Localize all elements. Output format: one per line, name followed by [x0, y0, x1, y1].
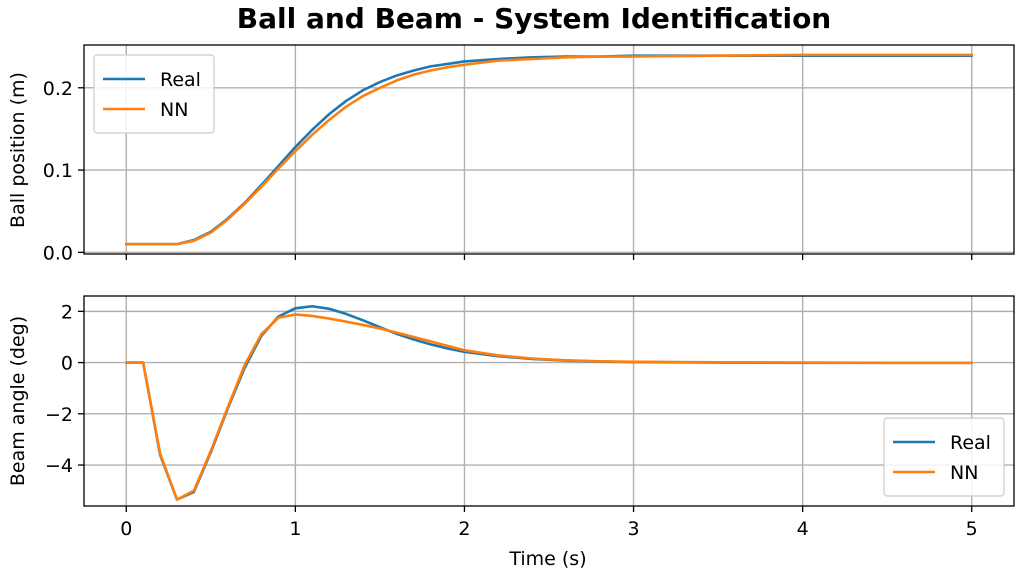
subplot-ball-position: 0.0 0.1 0.2 Ball position (m) Real NN	[7, 44, 1015, 264]
y-tick-label: −4	[45, 455, 73, 477]
subplot-beam-angle: 0 1 2 3 4 5 2 0 −2 −4 Beam angle (deg) Real NN	[7, 295, 1015, 540]
y-tick-label: 0.0	[43, 242, 73, 264]
x-axis-label: Time (s)	[508, 548, 586, 570]
legend-label-real: Real	[160, 69, 201, 91]
legend-label-nn: NN	[160, 99, 188, 121]
legend: Real NN	[883, 417, 1005, 497]
legend-label-real: Real	[950, 432, 991, 454]
series-line-real	[124, 304, 974, 501]
legend-box	[883, 417, 1005, 497]
y-tick-label: 0.1	[43, 160, 73, 182]
x-tick-label: 3	[627, 518, 639, 540]
x-tick-label: 1	[289, 518, 301, 540]
y-axis-label: Ball position (m)	[7, 72, 29, 228]
legend-box	[93, 54, 215, 134]
x-tick-label: 2	[458, 518, 470, 540]
y-tick-label: −2	[45, 404, 73, 426]
x-tick-label: 5	[966, 518, 978, 540]
series-line-real	[124, 54, 974, 246]
axes-frame	[83, 44, 1015, 255]
x-tick-label: 4	[797, 518, 809, 540]
legend-label-nn: NN	[950, 462, 978, 484]
legend: Real NN	[93, 54, 215, 134]
x-tick-label: 0	[120, 518, 132, 540]
axes-frame	[83, 295, 1015, 507]
y-tick-label: 0.2	[43, 78, 73, 100]
y-axis-label: Beam angle (deg)	[7, 316, 29, 486]
series-line-nn	[124, 53, 974, 246]
chart-title: Ball and Beam - System Identification	[237, 2, 831, 35]
y-tick-label: 2	[61, 301, 73, 323]
y-tick-label: 0	[61, 353, 73, 375]
series-line-nn	[124, 313, 974, 501]
